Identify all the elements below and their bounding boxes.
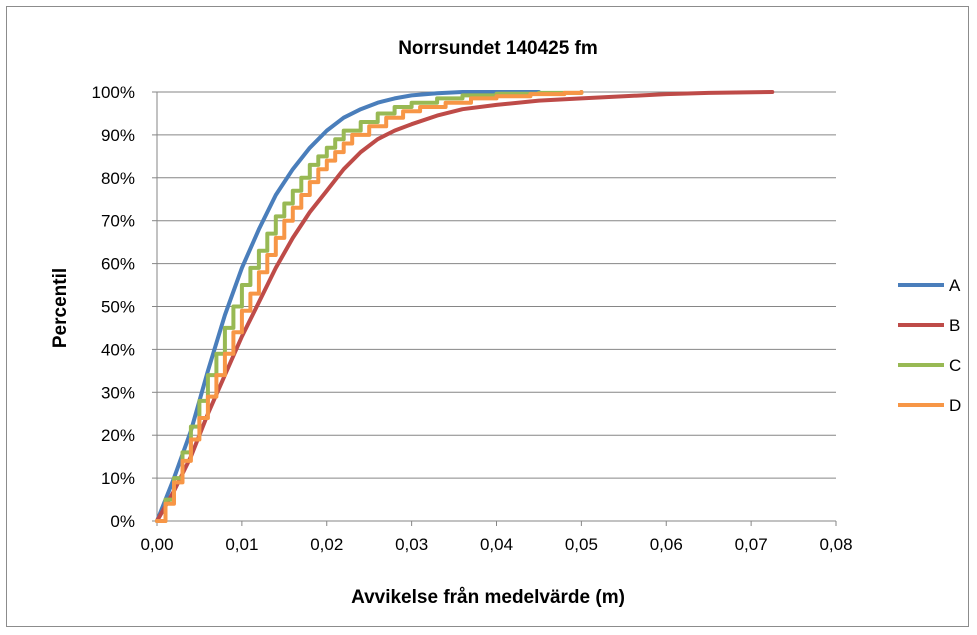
- x-tick-label: 0,03: [395, 535, 428, 554]
- axes: 0% 10% 20% 30% 40% 50% 60% 70% 80% 90% 100% 0,00 0,0…: [92, 83, 853, 554]
- y-tick-label: 0%: [110, 512, 135, 531]
- series-line-c: [155, 90, 584, 523]
- y-tick-label: 60%: [101, 255, 135, 274]
- y-tick-label: 70%: [101, 212, 135, 231]
- legend-label-b: B: [949, 316, 960, 335]
- x-tick-label: 0,06: [650, 535, 683, 554]
- y-axis-title: Percentil: [50, 268, 71, 348]
- x-tick-label: 0,04: [480, 535, 513, 554]
- y-tick-label: 50%: [101, 298, 135, 317]
- series-line-a: [155, 90, 541, 523]
- legend-label-d: D: [949, 396, 961, 415]
- chart-frame: [6, 6, 969, 627]
- y-tick-label: 20%: [101, 426, 135, 445]
- legend-label-c: C: [949, 356, 961, 375]
- series-line-d: [155, 90, 584, 523]
- x-tick-label: 0,01: [225, 535, 258, 554]
- series-lines: [155, 90, 775, 523]
- chart-title: Norrsundet 140425 fm: [398, 38, 598, 59]
- x-tick-label: 0,08: [819, 535, 852, 554]
- x-tick-label: 0,00: [140, 535, 173, 554]
- x-tick-label: 0,07: [735, 535, 768, 554]
- y-tick-label: 100%: [92, 83, 135, 102]
- x-tick-label: 0,05: [565, 535, 598, 554]
- y-tick-label: 40%: [101, 340, 135, 359]
- legend-label-a: A: [949, 276, 961, 295]
- y-tick-label: 80%: [101, 169, 135, 188]
- y-tick-label: 10%: [101, 469, 135, 488]
- y-tick-label: 30%: [101, 383, 135, 402]
- legend: A B C D: [898, 276, 961, 415]
- x-tick-label: 0,02: [310, 535, 343, 554]
- x-axis-title: Avvikelse från medelvärde (m): [351, 587, 625, 608]
- y-tick-label: 90%: [101, 126, 135, 145]
